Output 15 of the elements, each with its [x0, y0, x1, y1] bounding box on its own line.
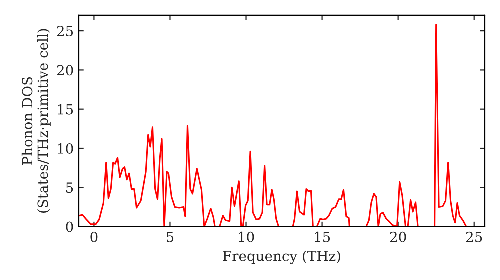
x-tick-label: 20: [390, 232, 406, 242]
y-tick-label: 25: [57, 26, 74, 37]
x-axis-title: Frequency (THz): [223, 250, 340, 264]
y-tick-label: 15: [58, 104, 74, 115]
y-axis-title: Phonon DOS (States/THz·primitive cell): [22, 29, 51, 213]
y-tick-label: 10: [58, 143, 74, 154]
x-tick-label: 10: [239, 232, 254, 242]
y-tick-label: 5: [66, 182, 74, 194]
line-series: [79, 24, 468, 227]
x-tick-label: 25: [466, 232, 482, 242]
x-tick-label: 0: [90, 232, 98, 242]
y-tick-label: 0: [66, 222, 74, 232]
x-tick-label: 15: [315, 232, 330, 242]
y-tick-label: 20: [57, 65, 74, 76]
x-tick-label: 5: [167, 232, 174, 242]
